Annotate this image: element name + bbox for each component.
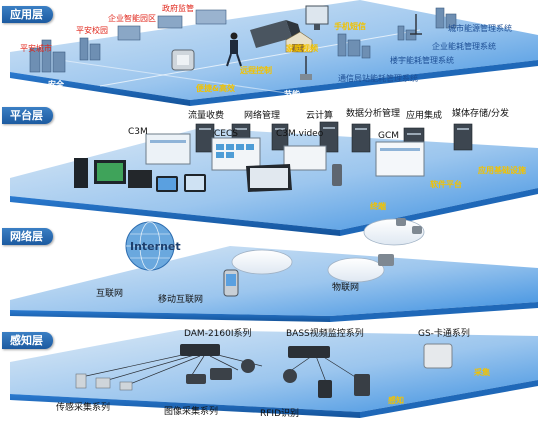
label-convenient-efficient: 便捷&高效 <box>196 84 235 93</box>
label-security: 安全 <box>48 80 64 89</box>
home-icon <box>285 31 313 53</box>
label-rfid: RFID识别 <box>260 409 300 419</box>
label-traffic-billing: 流量收费 <box>188 111 225 121</box>
label-internet: Internet <box>130 240 181 253</box>
label-gs-series: GS-卡通系列 <box>418 329 470 339</box>
application-layer-tab: 应用层 <box>2 6 53 23</box>
label-image-series: 图像采集系列 <box>164 407 219 417</box>
label-city-energy: 城市能源管理系统 <box>448 24 512 33</box>
iot-devices <box>378 218 422 266</box>
label-network-management: 网络管理 <box>244 111 281 121</box>
software-screens <box>145 133 425 177</box>
label-terminal: 终端 <box>370 202 386 211</box>
label-cloud-computing: 云计算 <box>306 111 334 121</box>
label-software-platform: 软件平台 <box>430 180 462 189</box>
label-energy-saving: 节能 <box>284 90 300 99</box>
label-collection: 采集 <box>474 368 490 377</box>
perception-layer-tab: 感知层 <box>2 332 53 349</box>
label-iot: 物联网 <box>332 283 360 293</box>
card-reader-icon <box>171 49 195 71</box>
label-c3m: C3M <box>128 127 148 137</box>
application-slab <box>10 0 538 106</box>
label-app-infrastructure: 应用基础设施 <box>478 166 526 175</box>
monitor-screen-icon <box>305 5 329 30</box>
network-tower-icon <box>300 56 312 80</box>
cloud-icons <box>231 218 425 283</box>
label-app-integration: 应用集成 <box>406 111 443 121</box>
label-data-analysis: 数据分析管理 <box>346 109 401 119</box>
label-mobile-internet: 移动互联网 <box>158 295 204 305</box>
terminal-devices <box>74 158 342 192</box>
network-layer-tab: 网络层 <box>2 228 53 245</box>
label-cecs: CECS <box>214 129 238 139</box>
label-media-storage: 媒体存储/分发 <box>452 109 510 119</box>
label-safe-campus: 平安校园 <box>76 26 108 35</box>
label-sms: 手机短信 <box>334 22 366 31</box>
label-gcm: GCM <box>378 131 400 141</box>
label-sensor-series: 传感采集系列 <box>56 403 111 413</box>
label-perception: 感知 <box>388 396 404 405</box>
person-icon <box>226 32 242 67</box>
label-bass-series: BASS视频监控系列 <box>286 329 364 339</box>
city-buildings <box>29 7 457 73</box>
internet-globe <box>125 221 175 271</box>
label-dam-series: DAM-2160I系列 <box>184 329 252 339</box>
label-enterprise-energy: 企业能耗管理系统 <box>432 42 496 51</box>
label-government-supervision: 政府监管 <box>162 4 194 13</box>
antenna-icon <box>410 14 422 35</box>
label-safe-city: 平安城市 <box>20 44 52 53</box>
network-slab <box>10 246 538 322</box>
label-enterprise-park: 企业智能园区 <box>108 14 156 23</box>
platform-layer-tab: 平台层 <box>2 107 53 124</box>
label-home-video: 家庭视频 <box>286 44 318 53</box>
label-c3m-video: C3M.video <box>276 129 324 139</box>
label-internet-cn: 互联网 <box>96 289 124 299</box>
perception-slab <box>10 330 538 418</box>
label-telecom-energy: 通信局站能耗管理系统 <box>338 74 418 83</box>
mobile-phone-icon <box>223 269 239 297</box>
label-building-energy: 楼宇能耗管理系统 <box>390 56 454 65</box>
label-remote-control: 远程控制 <box>240 66 272 75</box>
perception-devices <box>75 343 453 398</box>
